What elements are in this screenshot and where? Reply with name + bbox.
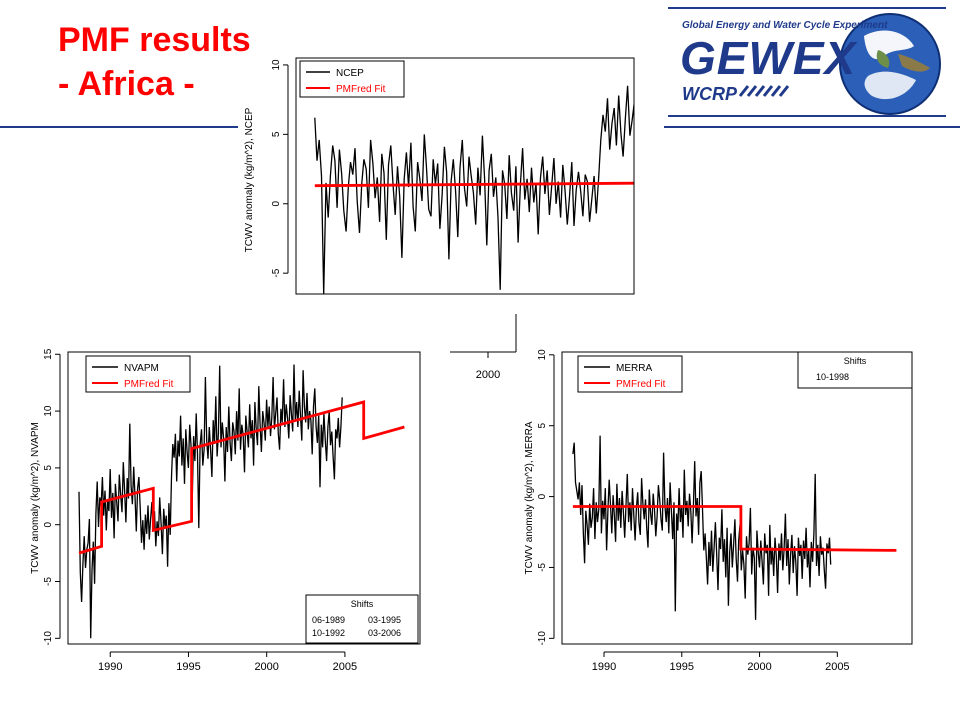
gewex-earth-logo-icon: Global Energy and Water Cycle Experiment… bbox=[668, 6, 946, 118]
merra-legend-label-merra: MERRA bbox=[616, 363, 652, 374]
merra-y-tick-label: -5 bbox=[537, 563, 548, 572]
merra-plot-frame bbox=[561, 351, 913, 645]
nvapm-shifts-box bbox=[305, 594, 419, 644]
merra-x-axis: 1990 1995 2000 2005 bbox=[592, 651, 850, 672]
merra-y-tick-label: 5 bbox=[537, 422, 548, 428]
merra-fit-line bbox=[572, 505, 897, 552]
nvapm-y-tick-label: -10 bbox=[43, 631, 54, 646]
merra-x-tick-label: 2000 bbox=[747, 661, 771, 672]
ncep-y-tick-label: -5 bbox=[271, 268, 282, 277]
merra-x-tick-label: 1995 bbox=[670, 661, 694, 672]
merra-shifts-title: Shifts bbox=[844, 356, 867, 366]
nvapm-y-axis: -10 -5 0 5 10 15 bbox=[43, 348, 61, 646]
ncep-legend bbox=[299, 60, 405, 98]
nvapm-x-tick-label: 2000 bbox=[254, 661, 278, 672]
merra-x-tick-label: 1990 bbox=[592, 661, 616, 672]
merra-shift-1: 10-1998 bbox=[816, 372, 849, 382]
merra-legend bbox=[577, 355, 683, 393]
ncep-y-axis: -5 0 5 10 bbox=[271, 59, 289, 278]
ncep-x-tick-label: 2000 bbox=[476, 369, 500, 381]
merra-shifts-box bbox=[797, 351, 913, 389]
slide-title: PMF results - Africa - bbox=[58, 18, 251, 106]
ncep-plot-frame bbox=[295, 57, 635, 295]
nvapm-y-tick-label: 5 bbox=[43, 465, 54, 471]
nvapm-y-tick-label: 0 bbox=[43, 521, 54, 527]
nvapm-shift-2: 03-1995 bbox=[368, 615, 401, 625]
nvapm-shift-3: 10-1992 bbox=[312, 628, 345, 638]
merra-x-tick-label: 2005 bbox=[825, 661, 849, 672]
nvapm-shift-4: 03-2006 bbox=[368, 628, 401, 638]
ncep-legend-label-fit: PMFred Fit bbox=[336, 84, 386, 95]
ncep-series-line bbox=[314, 85, 634, 294]
logo-sub: WCRP bbox=[682, 84, 738, 104]
ncep-y-tick-label: 5 bbox=[271, 131, 282, 137]
header-rule-left bbox=[0, 126, 238, 128]
nvapm-series-line bbox=[78, 364, 343, 639]
nvapm-y-tick-label: 10 bbox=[43, 405, 54, 417]
nvapm-x-tick-label: 2005 bbox=[333, 661, 357, 672]
merra-y-tick-label: -10 bbox=[537, 631, 548, 646]
nvapm-plot-frame bbox=[67, 351, 421, 645]
nvapm-legend bbox=[85, 355, 191, 393]
ncep-fit-line bbox=[314, 181, 634, 188]
slide-title-line1: PMF results bbox=[58, 21, 251, 59]
merra-y-tick-label: 0 bbox=[537, 493, 548, 499]
merra-ylabel: TCWV anomaly (kg/m^2), MERRA bbox=[524, 421, 535, 574]
merra-chart: TCWV anomaly (kg/m^2), MERRA -10 -5 0 5 10 1… bbox=[524, 349, 913, 672]
ncep-y-tick-label: 0 bbox=[271, 201, 282, 207]
nvapm-legend-label-nvapm: NVAPM bbox=[124, 363, 159, 374]
nvapm-shifts-title: Shifts bbox=[351, 599, 374, 609]
nvapm-ylabel: TCWV anomaly (kg/m^2), NVAPM bbox=[30, 422, 41, 574]
ncep-ylabel: TCWV anomaly (kg/m^2), NCEP bbox=[244, 107, 255, 252]
nvapm-x-tick-label: 1995 bbox=[176, 661, 200, 672]
merra-y-tick-label: 10 bbox=[537, 349, 548, 361]
merra-y-axis: -10 -5 0 5 10 bbox=[537, 349, 555, 646]
nvapm-fit-line bbox=[78, 400, 405, 555]
nvapm-x-axis: 1990 1995 2000 2005 bbox=[98, 651, 357, 672]
nvapm-shift-1: 06-1989 bbox=[312, 615, 345, 625]
ncep-legend-label-ncep: NCEP bbox=[336, 68, 364, 79]
nvapm-y-tick-label: 15 bbox=[43, 348, 54, 360]
gewex-logo: Global Energy and Water Cycle Experiment… bbox=[668, 6, 946, 118]
nvapm-x-tick-label: 1990 bbox=[98, 661, 122, 672]
ncep-axis-fragment: 2000 bbox=[450, 314, 517, 381]
nvapm-chart: TCWV anomaly (kg/m^2), NVAPM -10 -5 0 5 10 15… bbox=[30, 348, 421, 672]
merra-legend-label-fit: PMFred Fit bbox=[616, 379, 666, 390]
logo-wordmark: GEWEX bbox=[680, 32, 858, 84]
logo-tagline: Global Energy and Water Cycle Experiment bbox=[682, 20, 888, 31]
ncep-y-tick-label: 10 bbox=[271, 59, 282, 71]
nvapm-y-tick-label: -5 bbox=[43, 577, 54, 586]
slide-title-line2: - Africa - bbox=[58, 65, 195, 103]
header-rule-right bbox=[664, 126, 960, 128]
nvapm-legend-label-fit: PMFred Fit bbox=[124, 379, 174, 390]
merra-series-line bbox=[572, 435, 832, 620]
